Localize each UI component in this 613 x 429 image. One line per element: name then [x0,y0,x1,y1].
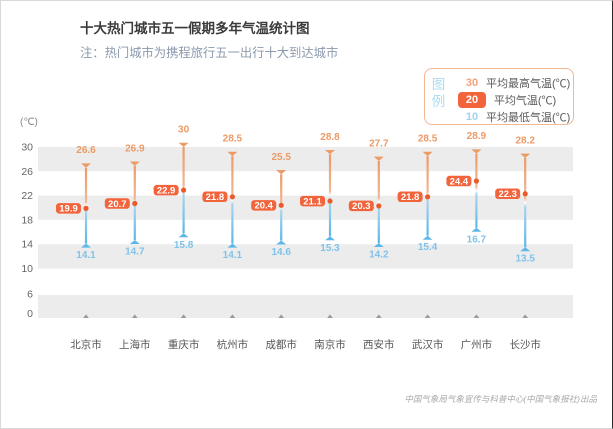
svg-text:武汉市: 武汉市 [412,338,444,351]
svg-text:15.8: 15.8 [174,240,194,251]
svg-text:6: 6 [27,288,33,300]
svg-text:22: 22 [21,190,33,202]
svg-text:20.4: 20.4 [254,201,273,212]
svg-text:南京市: 南京市 [314,338,346,351]
svg-text:28.2: 28.2 [515,135,535,146]
svg-text:上海市: 上海市 [119,338,151,351]
svg-text:28.5: 28.5 [418,134,438,145]
svg-text:14.1: 14.1 [223,250,243,261]
svg-text:杭州市: 杭州市 [217,338,249,351]
svg-text:16.7: 16.7 [467,234,487,245]
svg-text:28.9: 28.9 [467,131,487,142]
svg-text:20.7: 20.7 [108,199,127,210]
svg-text:26: 26 [21,166,33,178]
svg-text:成都市: 成都市 [265,338,297,351]
svg-text:26.9: 26.9 [125,143,145,154]
svg-text:28.5: 28.5 [223,134,243,145]
svg-text:21.8: 21.8 [206,192,225,203]
svg-text:0: 0 [27,308,33,320]
svg-text:13.5: 13.5 [515,254,535,265]
svg-text:10: 10 [21,263,33,275]
svg-text:15.3: 15.3 [320,243,340,254]
svg-text:21.8: 21.8 [401,192,420,203]
svg-text:14.2: 14.2 [369,249,389,260]
svg-text:25.5: 25.5 [271,152,291,163]
svg-text:14.7: 14.7 [125,246,145,257]
svg-text:24.4: 24.4 [450,176,469,187]
svg-text:14.1: 14.1 [76,250,96,261]
svg-text:26.6: 26.6 [76,145,96,156]
svg-text:18: 18 [21,214,33,226]
svg-text:长沙市: 长沙市 [509,338,541,351]
svg-text:22.3: 22.3 [498,189,517,200]
svg-text:北京市: 北京市 [70,338,102,351]
svg-text:22.9: 22.9 [157,185,176,196]
svg-text:27.7: 27.7 [369,138,389,149]
svg-text:14: 14 [21,239,33,251]
svg-text:14.6: 14.6 [271,247,291,258]
svg-text:30: 30 [21,142,33,154]
svg-text:28.8: 28.8 [320,132,340,143]
svg-text:30: 30 [178,125,190,136]
svg-text:西安市: 西安市 [363,338,395,351]
svg-text:15.4: 15.4 [418,242,438,253]
svg-text:19.9: 19.9 [59,204,78,215]
svg-text:广州市: 广州市 [461,338,493,351]
svg-text:20.3: 20.3 [352,201,371,212]
svg-text:重庆市: 重庆市 [168,338,200,351]
svg-text:21.1: 21.1 [303,196,322,207]
